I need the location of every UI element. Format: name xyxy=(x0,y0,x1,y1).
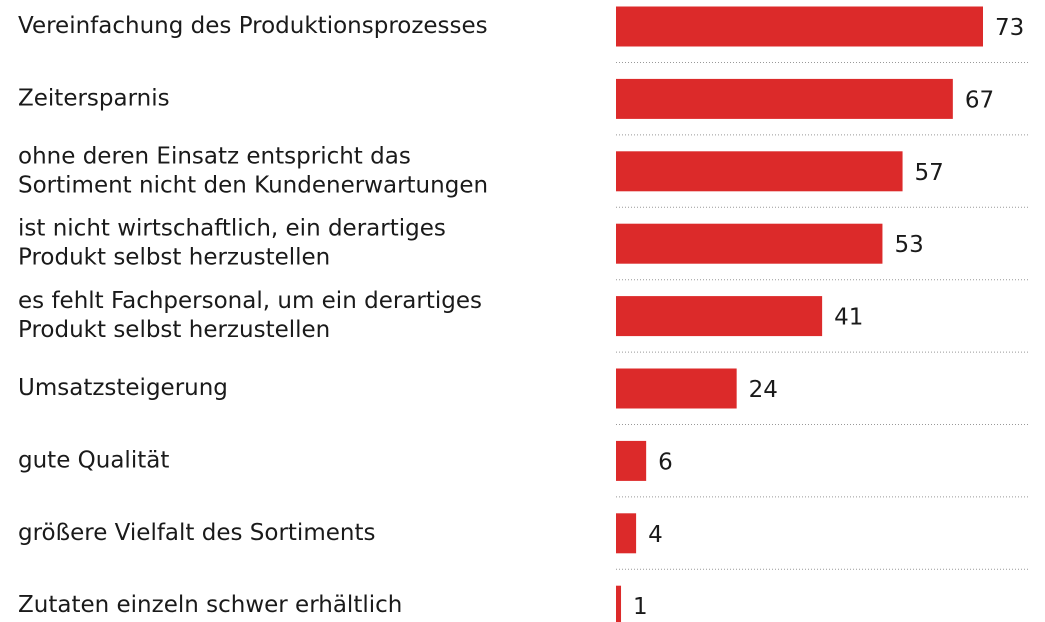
category-label: gute Qualität xyxy=(18,447,169,473)
bar xyxy=(616,296,823,337)
category-label: Zutaten einzeln schwer erhältlich xyxy=(18,592,402,618)
bar xyxy=(616,6,983,47)
bar xyxy=(616,223,883,264)
category-label: Zeitersparnis xyxy=(18,85,170,111)
category-label: Produkt selbst herzustellen xyxy=(18,317,330,343)
bar xyxy=(616,585,622,622)
bar xyxy=(616,368,737,409)
category-label: ohne deren Einsatz entspricht das xyxy=(18,143,411,169)
category-label: Vereinfachung des Produktionsprozesses xyxy=(18,13,488,39)
value-label: 53 xyxy=(894,232,923,258)
value-label: 57 xyxy=(915,160,944,186)
bar xyxy=(616,513,637,554)
value-label: 41 xyxy=(834,305,863,331)
bar xyxy=(616,151,903,192)
value-label: 73 xyxy=(995,15,1024,41)
value-label: 1 xyxy=(633,594,648,620)
category-label: Sortiment nicht den Kundenerwartungen xyxy=(18,172,488,198)
category-label: Produkt selbst herzustellen xyxy=(18,245,330,271)
value-label: 67 xyxy=(965,87,994,113)
value-label: 6 xyxy=(658,449,673,475)
category-label: ist nicht wirtschaftlich, ein derartiges xyxy=(18,216,446,242)
value-label: 24 xyxy=(749,377,778,403)
bar xyxy=(616,440,647,481)
category-label: größere Vielfalt des Sortiments xyxy=(18,520,375,546)
value-label: 4 xyxy=(648,522,663,548)
category-label: es fehlt Fachpersonal, um ein derartiges xyxy=(18,288,482,314)
bar xyxy=(616,78,953,119)
category-label: Umsatzsteigerung xyxy=(18,375,228,401)
